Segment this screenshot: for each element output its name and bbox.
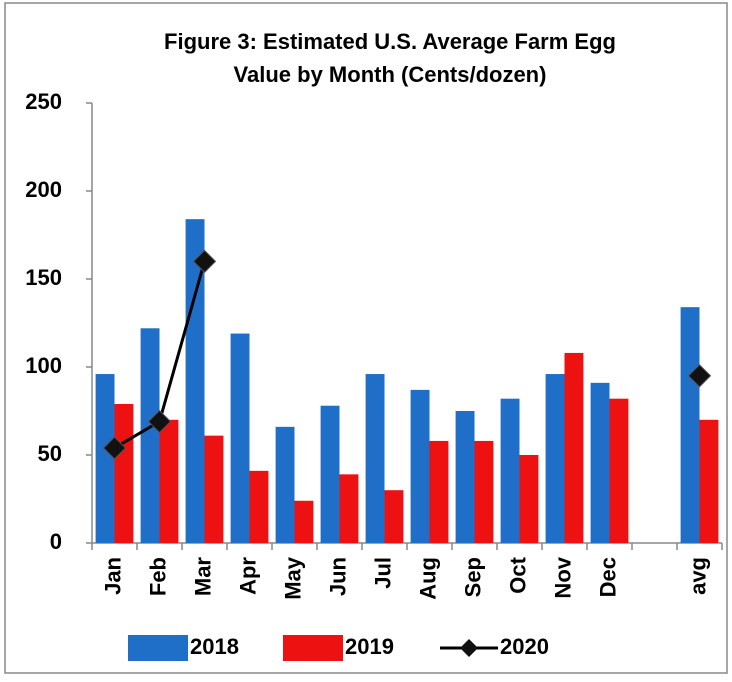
bar bbox=[140, 328, 160, 543]
legend-label: 2018 bbox=[190, 634, 239, 659]
x-tick-label: Nov bbox=[550, 556, 575, 598]
x-tick-label: Dec bbox=[595, 557, 620, 597]
x-tick-label: Oct bbox=[505, 556, 530, 593]
y-tick-label: 250 bbox=[25, 89, 62, 114]
bar bbox=[159, 419, 179, 543]
chart-title: Value by Month (Cents/dozen) bbox=[234, 62, 547, 87]
legend-label: 2019 bbox=[345, 634, 394, 659]
bar bbox=[294, 500, 314, 543]
legend-swatch bbox=[128, 635, 188, 661]
bar bbox=[320, 405, 340, 543]
legend-marker bbox=[460, 639, 478, 657]
bar bbox=[365, 374, 385, 543]
y-tick-label: 200 bbox=[25, 177, 62, 202]
x-tick-label: Sep bbox=[460, 557, 485, 597]
x-tick-label: Jul bbox=[370, 557, 395, 589]
bar bbox=[95, 374, 115, 543]
bar bbox=[230, 333, 250, 543]
bar bbox=[564, 352, 584, 543]
bar bbox=[410, 389, 430, 543]
y-tick-label: 50 bbox=[38, 441, 62, 466]
legend-swatch bbox=[283, 635, 343, 661]
x-tick-label: Jun bbox=[325, 557, 350, 596]
bar bbox=[249, 470, 269, 543]
bar bbox=[609, 398, 629, 543]
bar bbox=[275, 426, 295, 543]
x-tick-label: May bbox=[280, 556, 305, 600]
marker bbox=[687, 364, 712, 388]
chart-title: Figure 3: Estimated U.S. Average Farm Eg… bbox=[164, 29, 616, 54]
bar bbox=[699, 419, 719, 543]
chart-frame bbox=[4, 2, 728, 674]
bar bbox=[204, 435, 224, 543]
bar bbox=[474, 440, 494, 543]
x-tick-label: Feb bbox=[145, 557, 170, 596]
bar bbox=[519, 455, 539, 543]
bar bbox=[545, 374, 565, 543]
legend-label: 2020 bbox=[500, 634, 549, 659]
x-tick-label: Aug bbox=[415, 557, 440, 600]
bar bbox=[339, 474, 359, 543]
marker bbox=[102, 436, 127, 460]
bar bbox=[114, 403, 134, 543]
y-tick-label: 150 bbox=[25, 265, 62, 290]
x-tick-label: avg bbox=[685, 557, 710, 595]
x-tick-label: Apr bbox=[235, 557, 260, 595]
bar bbox=[680, 307, 700, 543]
marker bbox=[192, 249, 217, 274]
bar bbox=[185, 219, 205, 543]
marker bbox=[147, 409, 172, 434]
bar bbox=[500, 398, 520, 543]
y-tick-label: 0 bbox=[50, 529, 62, 554]
bar bbox=[455, 411, 475, 543]
bar bbox=[590, 382, 610, 543]
bar bbox=[384, 490, 404, 543]
bar bbox=[429, 440, 449, 543]
y-tick-label: 100 bbox=[25, 353, 62, 378]
x-tick-label: Jan bbox=[100, 557, 125, 595]
x-tick-label: Mar bbox=[190, 557, 215, 597]
